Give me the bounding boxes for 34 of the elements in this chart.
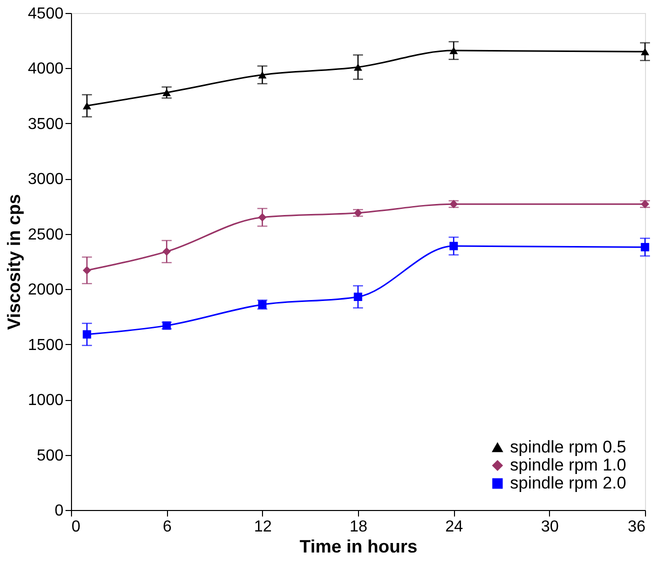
- x-tick-label: 18: [350, 518, 368, 536]
- x-tick-label: 0: [72, 518, 80, 536]
- point: [162, 247, 171, 256]
- y-tick-label: 1000: [28, 392, 64, 410]
- point: [82, 102, 92, 110]
- y-tick-label: 4000: [28, 60, 64, 78]
- legend-label: spindle rpm 2.0: [510, 474, 626, 492]
- y-tick-label: 2000: [28, 282, 64, 299]
- y-tick-label: 500: [36, 447, 64, 464]
- x-tick-label: 12: [254, 518, 272, 536]
- point: [258, 213, 267, 222]
- point: [640, 48, 650, 56]
- point: [82, 266, 92, 275]
- point: [640, 242, 650, 252]
- y-tick-label: 2500: [28, 226, 64, 244]
- legend-label: spindle rpm 1.0: [510, 456, 626, 474]
- x-axis-title: Time in hours: [300, 536, 418, 556]
- y-tick-label: 1500: [28, 336, 64, 354]
- legend-label: spindle rpm 0.5: [510, 438, 626, 456]
- point: [258, 71, 267, 78]
- x-tick-label: 6: [162, 518, 172, 536]
- y-tick-label: 4500: [28, 6, 64, 22]
- point: [354, 292, 362, 302]
- x-tick-label: 36: [628, 518, 646, 536]
- x-tick-label: 24: [445, 518, 464, 536]
- point: [449, 242, 458, 250]
- y-tick-label: 3000: [28, 171, 64, 188]
- y-tick-label: 3500: [28, 116, 64, 133]
- point: [162, 88, 171, 96]
- x-tick-label: 30: [540, 518, 559, 536]
- y-tick-label: 0: [54, 502, 64, 520]
- point: [449, 46, 458, 54]
- y-axis-title: Viscosity in cps: [4, 194, 24, 330]
- point: [82, 330, 92, 339]
